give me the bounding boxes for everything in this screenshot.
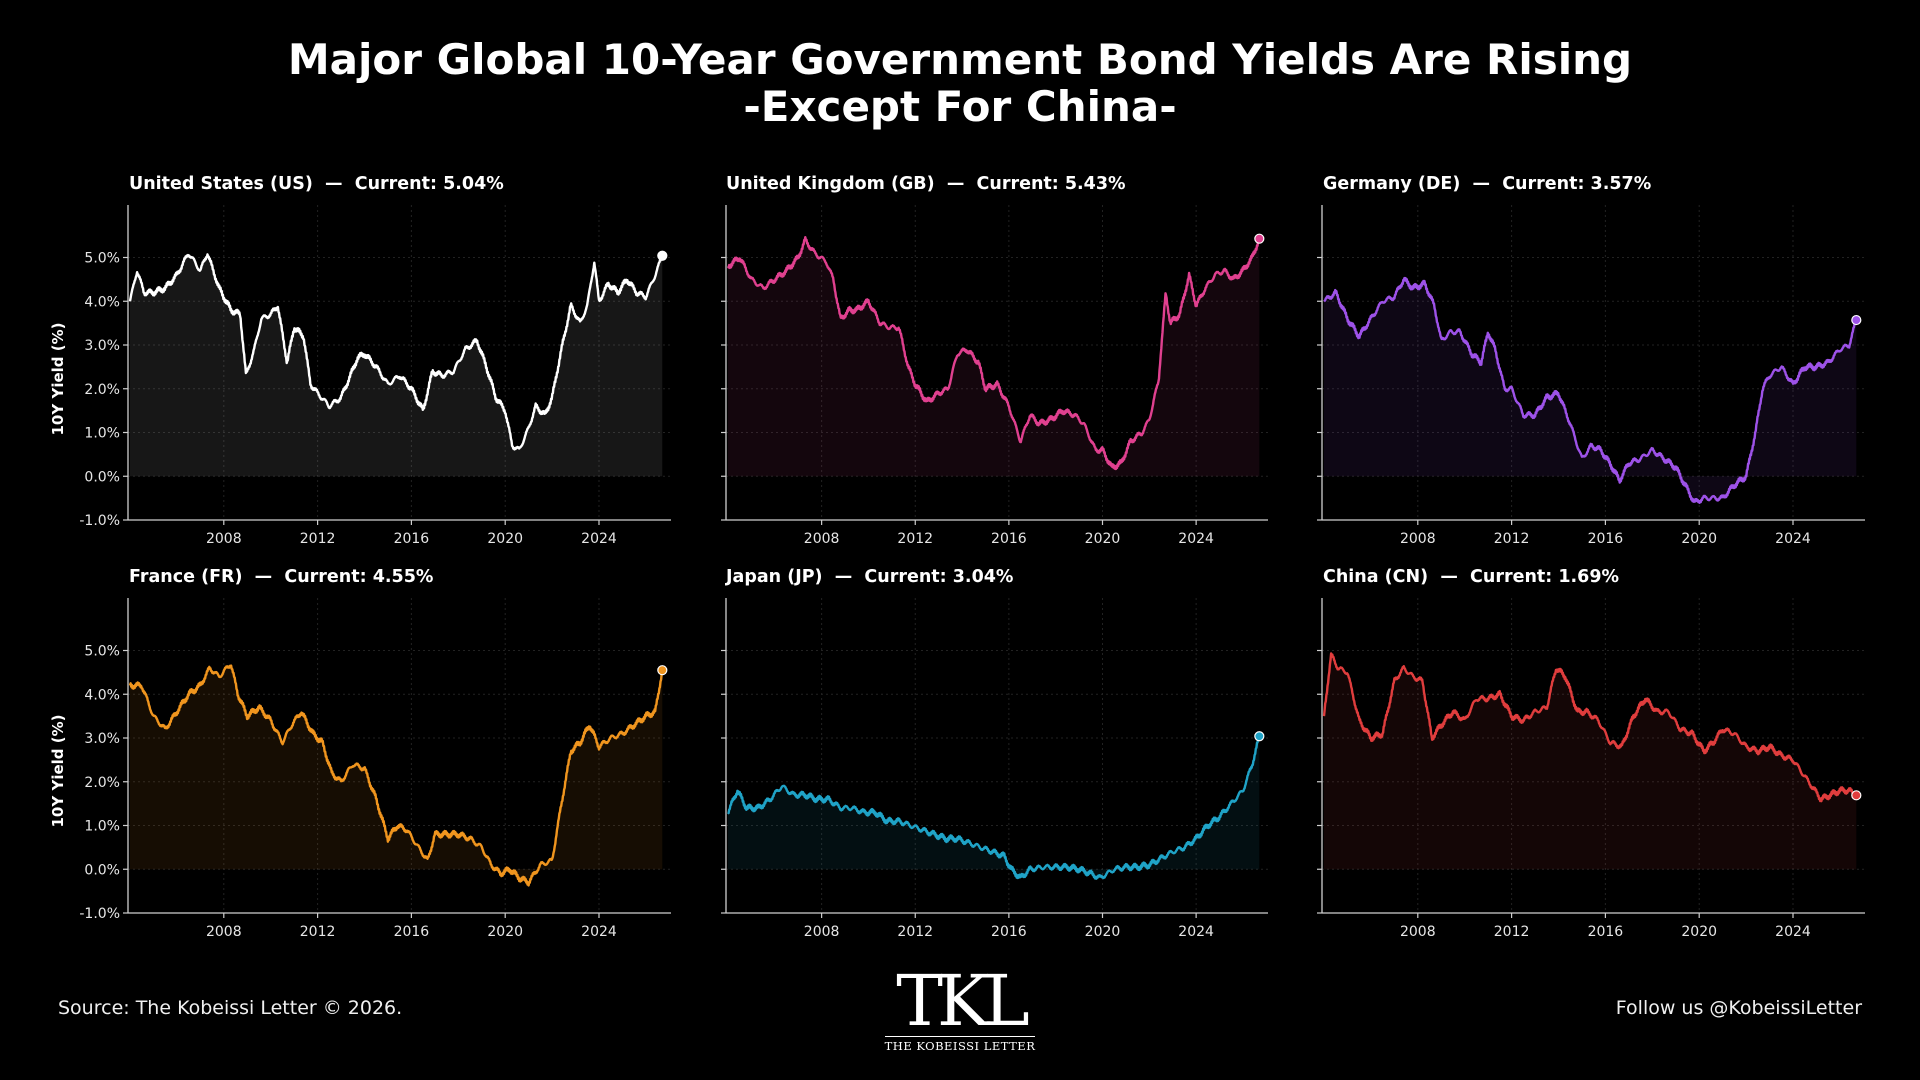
y-tick-label: -1.0% [79,513,120,529]
chart-panel-1: 2008 2012 2016 2020 2024 [721,205,1268,547]
series-area [728,736,1260,879]
panel-title-jp: Japan (JP) — Current: 3.04% [726,567,1014,587]
series-line [1322,652,1858,803]
y-tick-label: 0.0% [84,469,120,485]
source-note: Source: The Kobeissi Letter © 2026. [58,997,403,1019]
panel-title-us: United States (US) — Current: 5.04% [129,174,504,194]
x-tick-label: 2008 [804,924,840,940]
y-tick-label: 3.0% [84,338,120,354]
chart-panel-5: 2008 2012 2016 2020 2024 [1317,598,1865,940]
y-tick-label: 5.0% [84,251,120,267]
y-tick-label: 5.0% [84,644,120,660]
x-tick-label: 2012 [897,531,933,547]
panel-title-cn: China (CN) — Current: 1.69% [1323,567,1620,587]
y-tick-label: 1.0% [84,426,120,442]
x-tick-label: 2020 [1681,924,1717,940]
title-line-1: Major Global 10-Year Government Bond Yie… [287,35,1633,84]
series-area [130,254,663,477]
logo-mark: TKL [896,960,1029,1042]
logo-text: THE KOBEISSI LETTER [884,1036,1036,1053]
current-value-marker [657,665,668,676]
chart-panel-3: -1.0% 0.0% 1.0% 2.0% 3.0% 4.0% 5.0% 2008 2012 201… [79,598,671,940]
series-area [728,237,1260,477]
x-tick-label: 2016 [1588,924,1624,940]
chart-panel-0: -1.0% 0.0% 1.0% 2.0% 3.0% 4.0% 5.0% 2008 2012 201… [79,205,671,547]
current-value-marker [1851,314,1862,326]
x-tick-label: 2012 [897,924,933,940]
series-line [726,236,1261,471]
current-value-marker [1254,233,1265,244]
x-tick-label: 2008 [206,531,242,547]
x-tick-label: 2012 [1494,531,1530,547]
y-tick-label: 2.0% [84,382,120,398]
panel-title-de: Germany (DE) — Current: 3.57% [1323,174,1652,194]
follow-note[interactable]: Follow us @KobeissiLetter [1615,997,1862,1019]
current-value-marker [657,250,668,261]
x-tick-label: 2008 [206,924,242,940]
x-tick-label: 2012 [300,531,336,547]
x-tick-label: 2012 [1494,924,1530,940]
series-area [1324,653,1857,870]
x-tick-label: 2024 [581,924,617,940]
y-tick-label: 3.0% [84,731,120,747]
chart-title: Major Global 10-Year Government Bond Yie… [0,36,1920,130]
y-tick-label: 2.0% [84,775,120,791]
current-value-marker [1851,790,1862,801]
x-tick-label: 2016 [991,531,1027,547]
series-line [128,664,664,887]
x-tick-label: 2016 [394,924,430,940]
x-tick-label: 2020 [487,531,523,547]
x-tick-label: 2024 [1178,924,1214,940]
panel-title-fr: France (FR) — Current: 4.55% [129,567,434,587]
y-tick-label: 4.0% [84,294,120,310]
y-tick-label: 0.0% [84,862,120,878]
x-tick-label: 2012 [300,924,336,940]
x-tick-label: 2020 [1085,531,1121,547]
y-tick-label: 4.0% [84,687,120,703]
series-area [1324,278,1857,503]
y-tick-label: -1.0% [79,906,120,922]
x-tick-label: 2008 [804,531,840,547]
x-tick-label: 2016 [991,924,1027,940]
x-tick-label: 2024 [1775,924,1811,940]
series-line [128,253,664,451]
brand-logo: TKL THE KOBEISSI LETTER [872,960,1048,1054]
x-tick-label: 2008 [1400,924,1436,940]
series-line [727,735,1261,880]
x-tick-label: 2008 [1400,531,1436,547]
panel-title-gb: United Kingdom (GB) — Current: 5.43% [726,174,1126,194]
x-tick-label: 2024 [581,531,617,547]
chart-panel-2: 2008 2012 2016 2020 2024 [1317,205,1865,547]
x-tick-label: 2020 [487,924,523,940]
x-tick-label: 2020 [1085,924,1121,940]
x-tick-label: 2016 [1588,531,1624,547]
x-tick-label: 2016 [394,531,430,547]
x-tick-label: 2024 [1775,531,1811,547]
series-area [130,665,663,886]
current-value-marker [1254,731,1265,742]
x-tick-label: 2020 [1681,531,1717,547]
series-line [1323,276,1858,504]
chart-panel-4: 2008 2012 2016 2020 2024 [721,598,1268,940]
y-tick-label: 1.0% [84,819,120,835]
x-tick-label: 2024 [1178,531,1214,547]
title-line-2: -Except For China- [743,82,1177,131]
